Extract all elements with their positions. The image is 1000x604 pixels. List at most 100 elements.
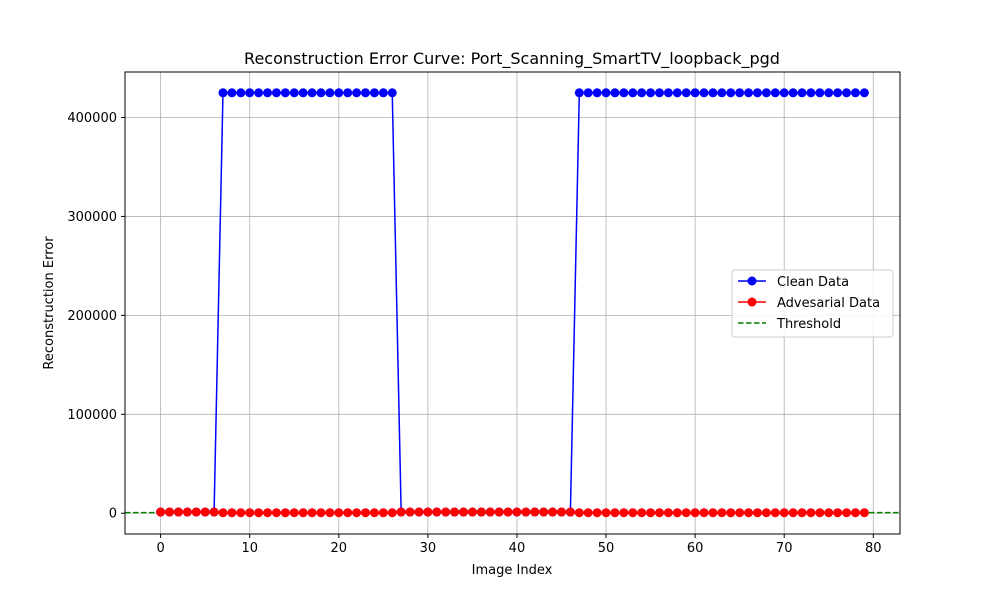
data-point-adversarial: [601, 508, 611, 518]
plot-frame: [124, 71, 901, 535]
data-point-adversarial: [637, 508, 647, 518]
data-point-adversarial: [378, 508, 388, 518]
data-point-clean: [842, 88, 852, 98]
data-point-clean: [369, 88, 379, 98]
data-point-clean: [619, 88, 629, 98]
legend-box: [731, 269, 894, 338]
data-point-adversarial: [254, 508, 264, 518]
data-point-adversarial: [423, 507, 433, 517]
data-point-adversarial: [592, 508, 602, 518]
y-axis-label: Reconstruction Error: [42, 236, 57, 370]
data-point-adversarial: [361, 508, 371, 518]
data-point-clean: [218, 88, 228, 98]
data-point-adversarial: [396, 507, 406, 517]
x-axis-ticks: 0 10 20 30 40 50 60 70 80: [156, 534, 882, 556]
data-point-adversarial: [735, 508, 745, 518]
data-point-adversarial: [209, 507, 219, 517]
legend-adversarial-marker: [747, 297, 757, 307]
data-point-clean: [690, 88, 700, 98]
data-point-adversarial: [565, 507, 575, 517]
y-axis-ticks: 0 100000 200000 300000 400000: [67, 111, 125, 522]
legend-adversarial-label: Advesarial Data: [777, 296, 880, 311]
data-point-clean: [271, 88, 281, 98]
x-tick-label: 10: [241, 541, 258, 556]
data-point-clean: [574, 88, 584, 98]
data-point-adversarial: [752, 508, 762, 518]
data-point-clean: [824, 88, 834, 98]
data-point-adversarial: [405, 507, 415, 517]
data-point-clean: [378, 88, 388, 98]
data-point-clean: [263, 88, 273, 98]
data-point-adversarial: [459, 507, 469, 517]
data-point-clean: [343, 88, 353, 98]
data-point-adversarial: [343, 508, 353, 518]
data-point-clean: [770, 88, 780, 98]
data-point-adversarial: [610, 508, 620, 518]
data-point-adversarial: [289, 508, 299, 518]
data-point-adversarial: [619, 508, 629, 518]
data-point-clean: [663, 88, 673, 98]
data-point-adversarial: [797, 508, 807, 518]
x-tick-label: 50: [598, 541, 615, 556]
data-point-adversarial: [165, 507, 175, 517]
data-point-adversarial: [450, 507, 460, 517]
data-point-adversarial: [663, 508, 673, 518]
data-point-clean: [236, 88, 246, 98]
data-point-clean: [592, 88, 602, 98]
data-point-clean: [628, 88, 638, 98]
x-tick-label: 80: [865, 541, 882, 556]
data-point-clean: [334, 88, 344, 98]
data-point-adversarial: [539, 507, 549, 517]
data-point-adversarial: [503, 507, 513, 517]
data-point-adversarial: [717, 508, 727, 518]
data-point-adversarial: [761, 508, 771, 518]
data-point-adversarial: [476, 507, 486, 517]
data-point-adversarial: [263, 508, 273, 518]
data-point-clean: [637, 88, 647, 98]
data-point-adversarial: [512, 507, 522, 517]
data-point-clean: [761, 88, 771, 98]
data-point-adversarial: [298, 508, 308, 518]
data-point-clean: [708, 88, 718, 98]
y-tick-label: 200000: [67, 309, 117, 324]
data-point-adversarial: [414, 507, 424, 517]
data-point-adversarial: [441, 507, 451, 517]
data-point-clean: [361, 88, 371, 98]
data-point-adversarial: [726, 508, 736, 518]
x-tick-label: 30: [420, 541, 437, 556]
data-point-clean: [245, 88, 255, 98]
data-point-adversarial: [530, 507, 540, 517]
data-point-clean: [583, 88, 593, 98]
data-point-adversarial: [182, 507, 192, 517]
data-point-adversarial: [227, 508, 237, 518]
y-tick-label: 400000: [67, 111, 117, 126]
data-point-adversarial: [744, 508, 754, 518]
data-point-adversarial: [200, 507, 210, 517]
data-point-adversarial: [654, 508, 664, 518]
data-point-clean: [859, 88, 869, 98]
data-point-clean: [815, 88, 825, 98]
data-point-adversarial: [583, 508, 593, 518]
data-point-adversarial: [574, 508, 584, 518]
x-tick-label: 0: [156, 541, 164, 556]
data-point-clean: [752, 88, 762, 98]
data-point-adversarial: [548, 507, 558, 517]
data-point-clean: [726, 88, 736, 98]
x-tick-label: 60: [687, 541, 704, 556]
data-point-adversarial: [432, 507, 442, 517]
data-point-adversarial: [352, 508, 362, 518]
data-point-adversarial: [236, 508, 246, 518]
data-point-adversarial: [334, 508, 344, 518]
data-point-adversarial: [387, 508, 397, 518]
data-point-adversarial: [770, 508, 780, 518]
legend-threshold-label: Threshold: [776, 317, 841, 332]
data-point-adversarial: [173, 507, 183, 517]
data-point-adversarial: [271, 508, 281, 518]
data-point-adversarial: [521, 507, 531, 517]
data-point-clean: [307, 88, 317, 98]
series-layer: [156, 88, 869, 518]
data-point-adversarial: [325, 508, 335, 518]
data-point-adversarial: [467, 507, 477, 517]
